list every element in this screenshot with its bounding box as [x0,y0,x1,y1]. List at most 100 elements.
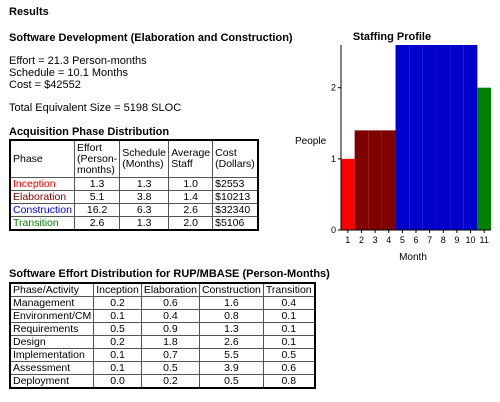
rup-activity-cell: Assessment [9,361,95,375]
acq-header-row: Phase Effort (Person-months) Schedule (M… [9,139,259,178]
acq-header-cost: Cost (Dollars) [212,139,259,178]
acq-schedule-cell: 6.3 [119,203,170,217]
x-tick-label: 9 [454,235,459,245]
rup-table-title: Software Effort Distribution for RUP/MBA… [9,268,330,280]
rup-activity-cell: Environment/CM [9,309,95,323]
acq-phase-cell: Construction [9,203,75,217]
acq-staff-cell: 1.4 [168,190,214,204]
acq-phase-cell: Elaboration [9,190,75,204]
acq-cost-cell: $2553 [212,177,259,191]
bar [395,45,410,230]
bar [354,130,369,230]
acq-row: Construction 16.2 6.3 2.6 $32340 [9,203,259,217]
rup-construction-cell: 0.5 [198,374,264,389]
rup-row: Design 0.2 1.8 2.6 0.1 [9,335,316,349]
rup-construction-cell: 1.6 [198,296,264,310]
acq-row: Transition 2.6 1.3 2.0 $5106 [9,216,259,231]
effort-text: Effort = 21.3 Person-months [9,55,147,67]
acq-header-phase: Phase [9,139,75,178]
acq-header-staff: Average Staff [168,139,214,178]
rup-header-inception: Inception [93,282,142,297]
x-tick-label: 10 [466,235,476,245]
rup-effort-table: Phase/Activity Inception Elaboration Con… [9,282,316,389]
rup-elaboration-cell: 0.2 [140,374,200,389]
acq-effort-cell: 2.6 [73,216,121,231]
y-tick-label: 1 [331,154,336,164]
rup-transition-cell: 0.8 [262,374,316,389]
rup-inception-cell: 0.2 [93,335,142,349]
bar [381,130,396,230]
acq-phase-cell: Inception [9,177,75,191]
rup-activity-cell: Design [9,335,95,349]
bar [341,158,355,230]
rup-header-transition: Transition [262,282,316,297]
y-tick-label: 2 [331,83,336,93]
rup-activity-cell: Deployment [9,374,95,389]
acq-staff-cell: 2.6 [168,203,214,217]
acq-header-schedule: Schedule (Months) [119,139,170,178]
x-tick-label: 11 [480,235,489,245]
x-tick-label: 4 [386,235,391,245]
rup-row: Assessment 0.1 0.5 3.9 0.6 [9,361,316,375]
rup-elaboration-cell: 1.8 [140,335,200,349]
rup-transition-cell: 0.4 [262,296,316,310]
acq-schedule-cell: 1.3 [119,216,170,231]
rup-construction-cell: 2.6 [198,335,264,349]
rup-inception-cell: 0.2 [93,296,142,310]
rup-inception-cell: 0.1 [93,348,142,362]
rup-header-construction: Construction [198,282,264,297]
rup-elaboration-cell: 0.6 [140,296,200,310]
rup-construction-cell: 3.9 [198,361,264,375]
bar [368,130,382,230]
rup-row: Deployment 0.0 0.2 0.5 0.8 [9,374,316,389]
rup-elaboration-cell: 0.5 [140,361,200,375]
total-size-text: Total Equivalent Size = 5198 SLOC [9,102,182,114]
x-tick-label: 2 [359,235,364,245]
rup-elaboration-cell: 0.4 [140,309,200,323]
rup-header-activity: Phase/Activity [9,282,95,297]
bar [477,87,491,230]
acq-effort-cell: 1.3 [73,177,121,191]
rup-transition-cell: 0.1 [262,335,316,349]
acq-schedule-cell: 3.8 [119,190,170,204]
acq-cost-cell: $32340 [212,203,259,217]
acq-effort-cell: 5.1 [73,190,121,204]
acq-table-title: Acquisition Phase Distribution [9,126,170,138]
rup-inception-cell: 0.1 [93,309,142,323]
rup-transition-cell: 0.5 [262,348,316,362]
results-heading: Results [9,6,49,18]
bar [409,45,423,230]
bar [463,45,478,230]
sw-dev-heading: Software Development (Elaboration and Co… [9,32,293,44]
chart-title: Staffing Profile [353,31,431,43]
rup-activity-cell: Implementation [9,348,95,362]
x-tick-label: 3 [373,235,378,245]
rup-activity-cell: Management [9,296,95,310]
rup-construction-cell: 0.8 [198,309,264,323]
acq-schedule-cell: 1.3 [119,177,170,191]
rup-transition-cell: 0.6 [262,361,316,375]
acq-row: Elaboration 5.1 3.8 1.4 $10213 [9,190,259,204]
rup-elaboration-cell: 0.9 [140,322,200,336]
rup-row: Management 0.2 0.6 1.6 0.4 [9,296,316,310]
x-tick-label: 5 [400,235,405,245]
rup-row: Environment/CM 0.1 0.4 0.8 0.1 [9,309,316,323]
rup-row: Requirements 0.5 0.9 1.3 0.1 [9,322,316,336]
acq-phase-cell: Transition [9,216,75,231]
rup-elaboration-cell: 0.7 [140,348,200,362]
rup-transition-cell: 0.1 [262,309,316,323]
x-tick-label: 8 [441,235,446,245]
acq-staff-cell: 1.0 [168,177,214,191]
acq-row: Inception 1.3 1.3 1.0 $2553 [9,177,259,191]
bar [450,45,464,230]
acq-cost-cell: $10213 [212,190,259,204]
bar [436,45,451,230]
cost-text: Cost = $42552 [9,79,81,91]
rup-row: Implementation 0.1 0.7 5.5 0.5 [9,348,316,362]
acq-staff-cell: 2.0 [168,216,214,231]
acq-header-effort: Effort (Person-months) [73,139,121,178]
rup-header-elaboration: Elaboration [140,282,200,297]
acquisition-phase-table: Phase Effort (Person-months) Schedule (M… [9,139,260,231]
x-axis-label: Month [399,252,427,263]
